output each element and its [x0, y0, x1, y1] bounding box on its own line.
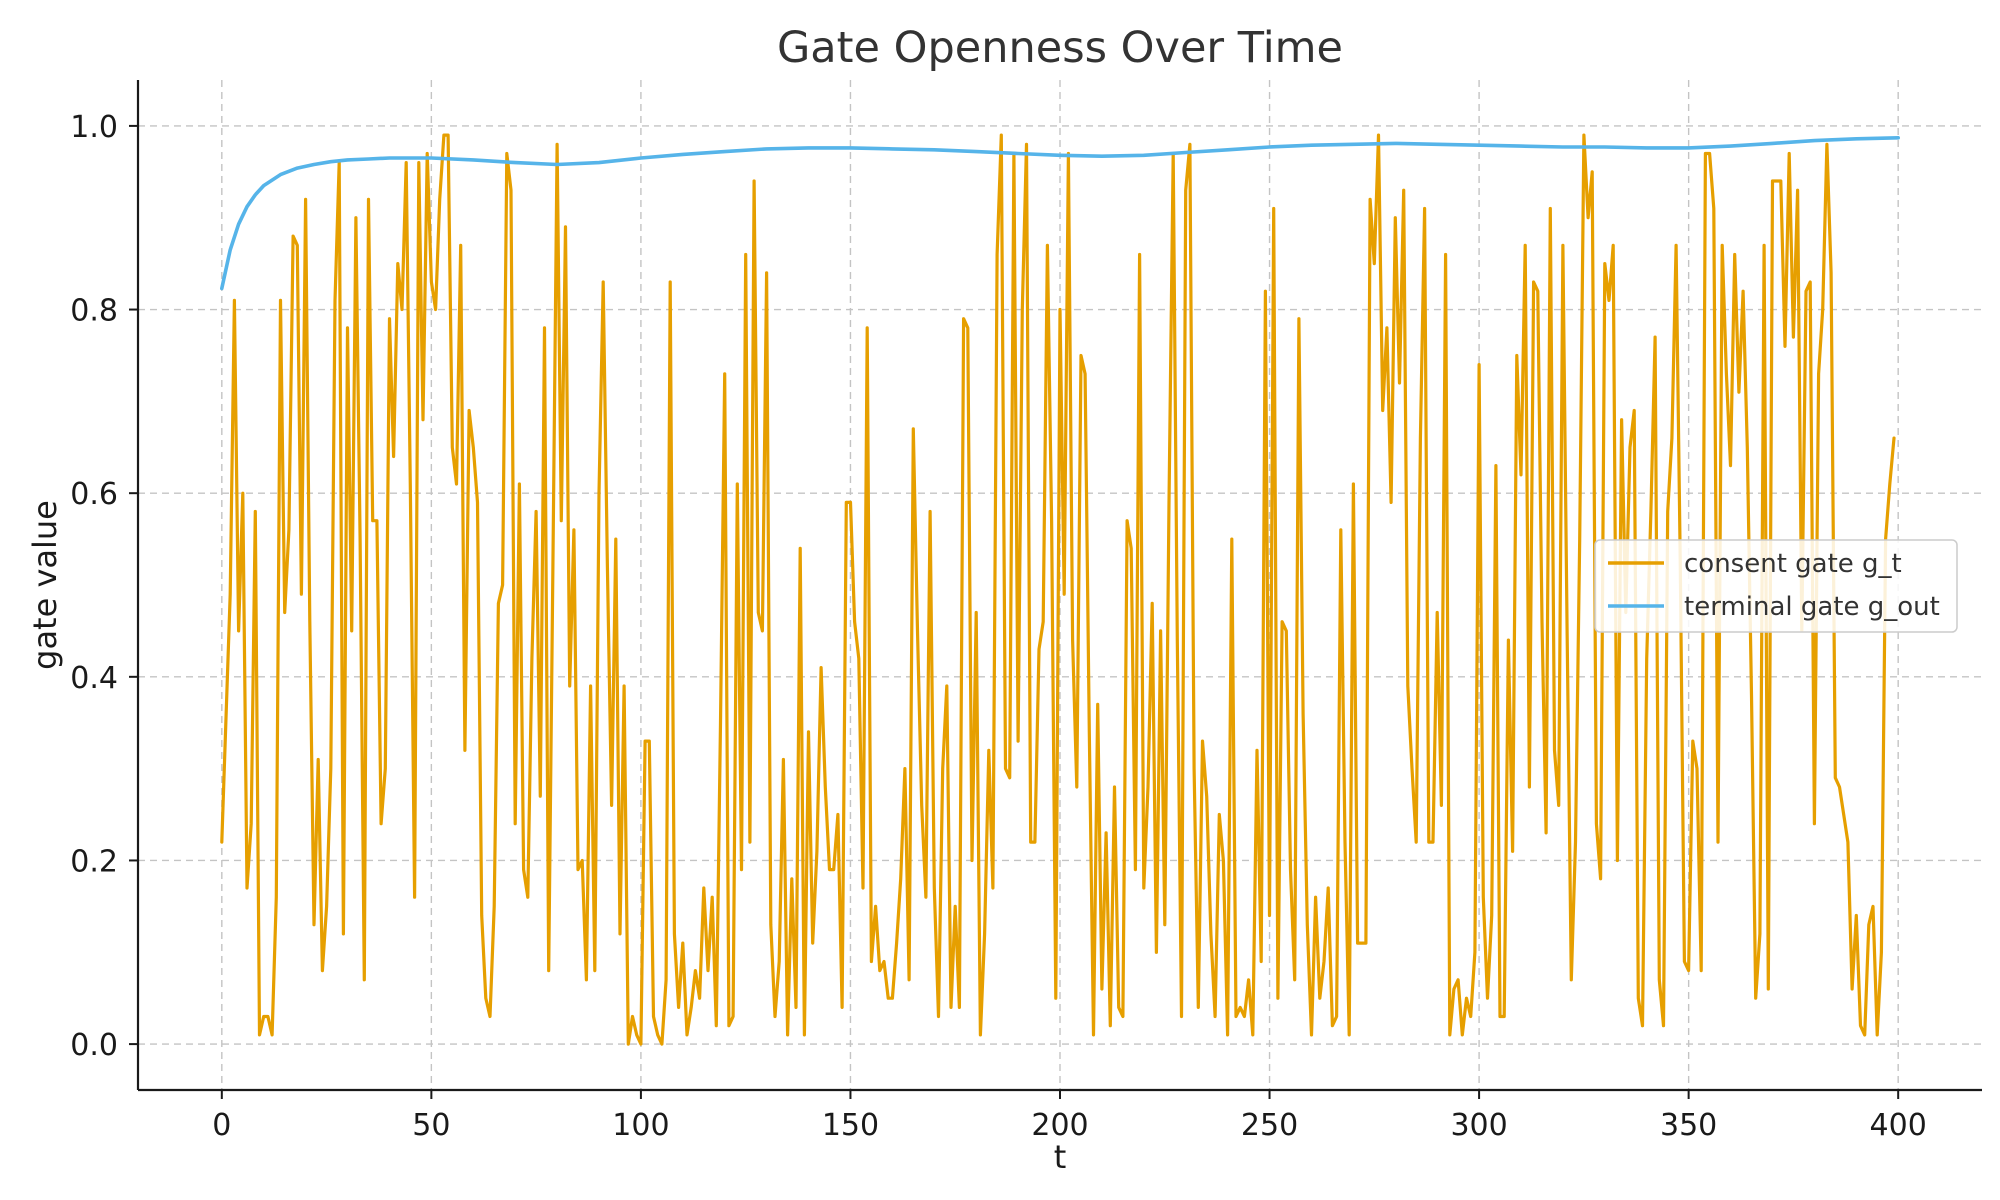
x-ticks: 0 50 100 150 200 250 300 350 400	[212, 1090, 1927, 1143]
y-tick-label: 0.8	[70, 294, 118, 329]
x-tick-label: 400	[1870, 1108, 1927, 1143]
x-tick-label: 50	[412, 1108, 450, 1143]
legend-label-consent-gate: consent gate g_t	[1684, 549, 1902, 579]
series-line-consent-gate-g-t	[220, 133, 1896, 1046]
series-line-terminal-gate-g-out	[220, 136, 1900, 291]
y-tick-label: 0.4	[70, 661, 118, 696]
y-axis-label: gate value	[26, 500, 64, 670]
y-tick-label: 0.0	[70, 1028, 118, 1063]
grid	[138, 80, 1982, 1090]
x-tick-label: 250	[1241, 1108, 1298, 1143]
x-tick-label: 0	[212, 1108, 231, 1143]
chart-title: Gate Openness Over Time	[777, 23, 1343, 73]
x-tick-label: 150	[822, 1108, 879, 1143]
x-tick-label: 200	[1031, 1108, 1088, 1143]
y-tick-label: 0.2	[70, 844, 118, 879]
x-tick-label: 100	[612, 1108, 669, 1143]
x-tick-label: 300	[1450, 1108, 1507, 1143]
y-tick-label: 0.6	[70, 477, 118, 512]
series-layer	[220, 133, 1900, 1046]
x-axis-label: t	[1054, 1138, 1067, 1176]
y-tick-label: 1.0	[70, 110, 118, 145]
y-ticks: 0.0 0.2 0.4 0.6 0.8 1.0	[70, 110, 138, 1063]
x-tick-label: 350	[1660, 1108, 1717, 1143]
legend: consent gate g_t terminal gate g_out	[1594, 539, 1958, 633]
legend-box	[1594, 539, 1958, 633]
legend-label-terminal-gate: terminal gate g_out	[1684, 592, 1940, 622]
